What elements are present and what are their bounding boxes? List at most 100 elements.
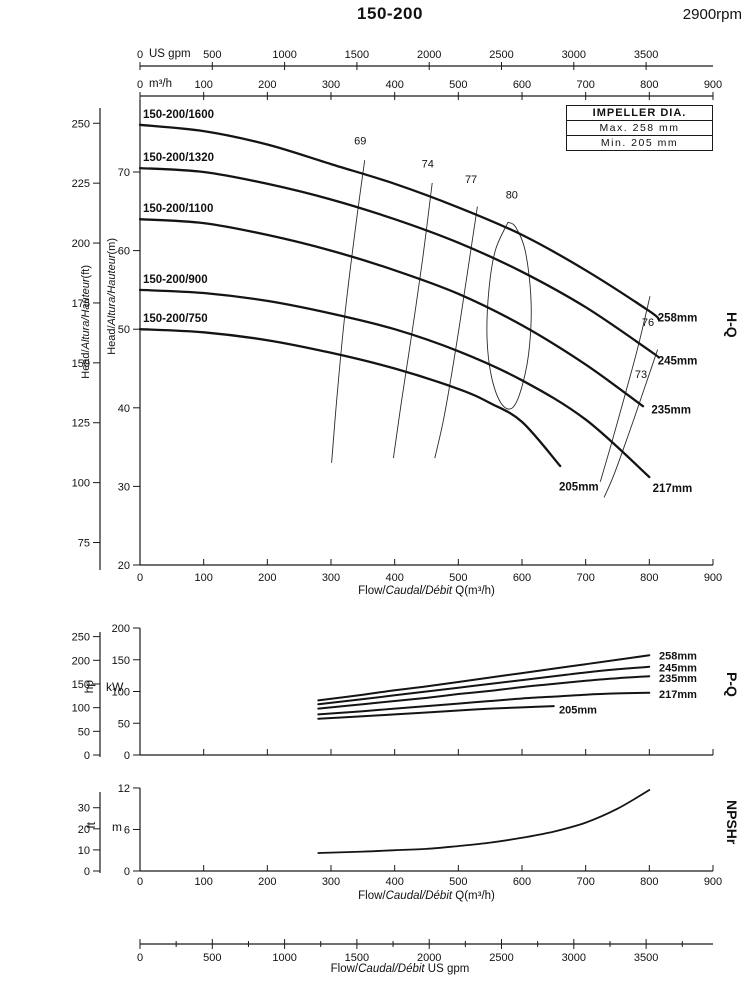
tick-label: 100: [194, 79, 212, 91]
efficiency-label: 73: [635, 369, 647, 381]
pq-curve: [317, 654, 651, 702]
pq-curve: [317, 675, 651, 710]
gpm-x-axis-label: Flow/Caudal/Débit US gpm: [140, 963, 660, 975]
tick-label: 700: [576, 79, 594, 91]
tick-label: 0: [84, 866, 90, 878]
tick-label: 200: [72, 238, 90, 250]
flow-label-italic: Caudal/Débit: [385, 890, 453, 902]
efficiency-label: 76: [642, 317, 654, 329]
tick-label: 0: [137, 952, 143, 964]
tick-label: 100: [112, 687, 130, 699]
efficiency-label: 80: [506, 190, 518, 202]
tick-label: 10: [78, 845, 90, 857]
impeller-size-label: 258mm: [659, 650, 697, 662]
tick-label: 250: [72, 118, 90, 130]
tick-label: 100: [194, 572, 212, 584]
flow-label-unit: Q(m³/h): [452, 890, 495, 902]
tick-label: 300: [322, 79, 340, 91]
tick-label: 800: [640, 876, 658, 888]
npsh-line: [317, 789, 651, 854]
hq-chart-side-label: H-Q: [724, 312, 740, 338]
head-label-prefix: Head/: [80, 349, 92, 379]
tick-label: 75: [78, 538, 90, 550]
tick-label: 500: [203, 49, 221, 61]
series-label: 150-200/750: [143, 313, 208, 325]
impeller-dia-min: Min. 205 mm: [567, 135, 712, 150]
npsh-x-axis-label: Flow/Caudal/Débit Q(m³/h): [140, 890, 713, 902]
impeller-size-label: 235mm: [659, 673, 697, 685]
flow-label-prefix: Flow/: [358, 585, 386, 597]
tick-label: 200: [258, 572, 276, 584]
tick-label: 225: [72, 178, 90, 190]
tick-label: 300: [322, 876, 340, 888]
tick-label: 30: [118, 481, 130, 493]
impeller-size-label: 217mm: [653, 483, 693, 495]
efficiency-line: [603, 349, 659, 498]
tick-label: 1500: [345, 49, 369, 61]
efficiency-line: [392, 182, 433, 459]
tick-label: 200: [72, 655, 90, 667]
tick-label: 3500: [634, 49, 658, 61]
tick-label: 700: [576, 572, 594, 584]
tick-label: 125: [72, 418, 90, 430]
efficiency-contours: 69 74 77 80 76 73: [331, 135, 659, 498]
pq-y-axis-outer-label: hp: [82, 680, 96, 694]
npsh-chart-side-label: NPSHr: [724, 800, 740, 845]
tick-label: 1000: [272, 49, 296, 61]
impeller-size-label: 245mm: [659, 662, 697, 674]
tick-label: 150: [72, 679, 90, 691]
head-label-unit-ft: (ft): [80, 265, 92, 279]
tick-label: 900: [704, 572, 722, 584]
tick-label: 50: [118, 324, 130, 336]
series-label: 150-200/1320: [143, 152, 214, 164]
tick-label: 200: [258, 876, 276, 888]
npsh-y-axis-outer-label: ft: [84, 822, 98, 829]
efficiency-label: 69: [354, 135, 366, 147]
tick-label: 1000: [272, 952, 296, 964]
efficiency-label: 74: [422, 158, 434, 170]
flow-label-italic: Caudal/Débit: [385, 585, 453, 597]
head-label-prefix: Head/: [106, 325, 118, 355]
tick-label: 500: [449, 79, 467, 91]
tick-label: 12: [118, 783, 130, 795]
tick-label: 150: [112, 655, 130, 667]
impeller-size-label: 205mm: [559, 704, 597, 716]
tick-label: 50: [118, 718, 130, 730]
top-gpm-unit-label: US gpm: [149, 48, 191, 60]
hq-curves: 150-200/1600 258mm 150-200/1320 245mm 150-20…: [138, 109, 697, 495]
speed-label: 2900rpm: [682, 6, 742, 23]
flow-label-italic: Caudal/Débit: [358, 963, 425, 975]
tick-label: 30: [78, 803, 90, 815]
tick-label: 500: [449, 876, 467, 888]
impeller-dia-title: IMPELLER DIA.: [592, 107, 687, 119]
tick-label: 2000: [417, 952, 441, 964]
tick-label: 500: [449, 572, 467, 584]
tick-label: 800: [640, 572, 658, 584]
pq-curve: [317, 691, 651, 716]
tick-label: 150: [72, 358, 90, 370]
hq-curve: [138, 123, 661, 321]
tick-label: 900: [704, 79, 722, 91]
hq-y-axis-inner-label: Head/Altura/Hauteur(m): [106, 238, 118, 355]
tick-label: 700: [576, 876, 594, 888]
tick-label: 60: [118, 246, 130, 258]
series-label: 150-200/900: [143, 274, 208, 286]
tick-label: 3500: [634, 952, 658, 964]
pq-curve: [317, 705, 555, 720]
tick-label: 200: [112, 623, 130, 635]
tick-label: 500: [203, 952, 221, 964]
tick-label: 400: [385, 876, 403, 888]
hq-x-axis-label: Flow/Caudal/Débit Q(m³/h): [140, 585, 713, 597]
tick-label: 100: [72, 703, 90, 715]
tick-label: 600: [513, 572, 531, 584]
impeller-dia-box: IMPELLER DIA. Max. 258 mm Min. 205 mm: [566, 105, 713, 151]
tick-label: 175: [72, 298, 90, 310]
hq-curve: [138, 218, 645, 408]
tick-label: 200: [258, 79, 276, 91]
impeller-dia-max: Max. 258 mm: [567, 120, 712, 135]
tick-label: 100: [72, 478, 90, 490]
series-label: 150-200/1100: [143, 203, 213, 215]
